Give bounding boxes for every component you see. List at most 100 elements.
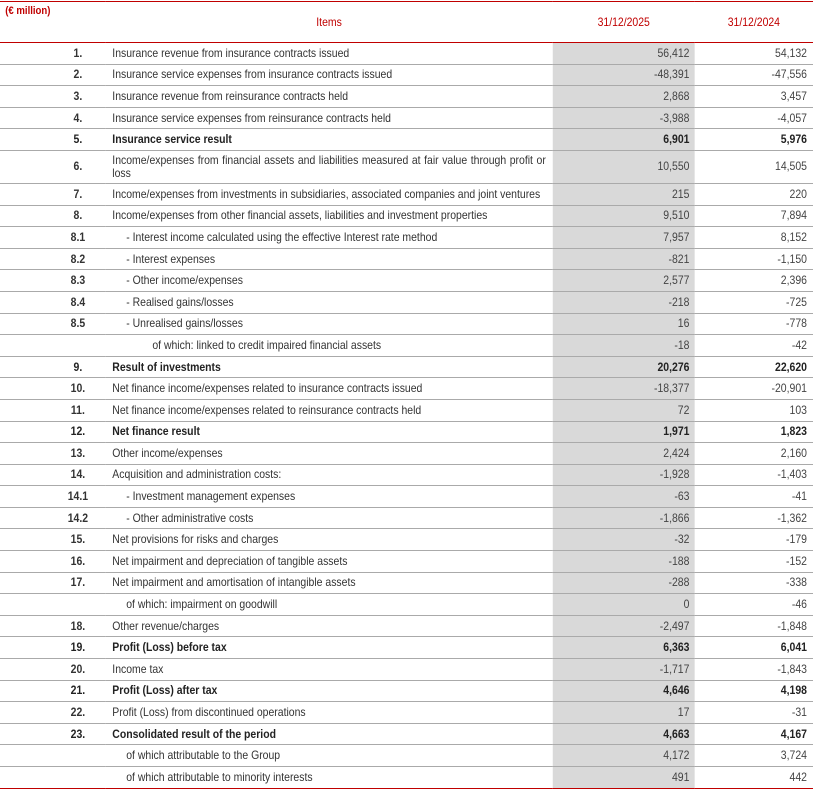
row-number: 20.	[70, 661, 86, 676]
row-number: 17.	[70, 575, 86, 590]
value-2025: -1,928	[552, 464, 695, 486]
value-2025: 0	[552, 593, 695, 616]
value-2024: -1,843	[777, 661, 807, 676]
table-row: 14.1 - Investment management expenses -63 -…	[0, 485, 813, 508]
table-row: of which attributable to minority intere…	[0, 766, 813, 789]
value-2025: 72	[552, 399, 695, 421]
row-number: 9.	[73, 359, 83, 374]
header-2024: 31/12/2024	[727, 15, 780, 29]
row-item: of which attributable to the Group	[126, 748, 281, 763]
table-row: 23. Consolidated result of the period 4,66…	[0, 723, 813, 745]
table-row: 21. Profit (Loss) after tax 4,646 4,198	[0, 680, 813, 702]
row-item: - Interest income calculated using the e…	[126, 229, 438, 244]
row-item: - Other administrative costs	[126, 510, 254, 525]
row-item: - Realised gains/losses	[126, 294, 234, 309]
row-item: of which: impairment on goodwill	[126, 597, 278, 612]
table-row: 1. Insurance revenue from insurance contr…	[0, 42, 813, 65]
table-row: 8.3 - Other income/expenses 2,577 2,396	[0, 269, 813, 292]
value-2024: -47,556	[771, 67, 807, 82]
row-number: 22.	[70, 705, 86, 720]
row-number: 2.	[73, 67, 83, 82]
row-item: Insurance revenue from insurance contrac…	[112, 45, 350, 60]
value-2024: 3,724	[780, 748, 807, 763]
row-number: 14.1	[67, 489, 89, 504]
value-2024: -42	[791, 337, 807, 352]
row-number: 4.	[73, 110, 83, 125]
table-row: 14.2 - Other administrative costs -1,866 -1…	[0, 507, 813, 529]
row-item: of which: linked to credit impaired fina…	[152, 337, 382, 352]
value-2025: 6,363	[552, 636, 695, 659]
table-row: 8.5 - Unrealised gains/losses 16 -778	[0, 313, 813, 335]
row-item: Net impairment and depreciation of tangi…	[112, 553, 348, 568]
value-2025: 7,957	[552, 226, 695, 249]
value-2024: -152	[786, 553, 807, 568]
value-2025: -63	[552, 485, 695, 508]
row-number: 16.	[70, 553, 86, 568]
value-2024: 103	[789, 402, 807, 417]
row-number: 8.5	[70, 316, 86, 331]
value-2024: -41	[791, 489, 807, 504]
value-2025: 491	[552, 766, 695, 789]
table-row: 12. Net finance result 1,971 1,823	[0, 421, 813, 443]
value-2025: -18	[552, 334, 695, 357]
table-row: 8.4 - Realised gains/losses -218 -725	[0, 291, 813, 314]
row-item: - Interest expenses	[126, 251, 216, 266]
table-row: 5. Insurance service result 6,901 5,976	[0, 128, 813, 151]
row-number: 23.	[70, 726, 86, 741]
table-row: 18. Other revenue/charges -2,497 -1,848	[0, 615, 813, 637]
value-2025: 20,276	[552, 356, 695, 378]
row-item: Insurance service expenses from reinsura…	[112, 110, 391, 125]
value-2024: -338	[786, 575, 807, 590]
row-number: 21.	[70, 683, 86, 698]
value-2024: 220	[789, 186, 807, 201]
table-row: 14. Acquisition and administration costs:…	[0, 464, 813, 486]
row-item: Other income/expenses	[112, 445, 223, 460]
table-row: 8. Income/expenses from other financial a…	[0, 205, 813, 227]
table-row: 19. Profit (Loss) before tax 6,363 6,041	[0, 636, 813, 659]
value-2024: -46	[791, 597, 807, 612]
value-2025: -218	[552, 291, 695, 314]
table-row: 15. Net provisions for risks and charges -…	[0, 528, 813, 551]
row-number: 5.	[73, 132, 83, 147]
table-row: 8.2 - Interest expenses -821 -1,150	[0, 248, 813, 270]
value-2024: -4,057	[777, 110, 807, 125]
value-2024: 2,160	[780, 445, 807, 460]
row-item: Income tax	[112, 661, 164, 676]
value-2024: 7,894	[780, 208, 807, 223]
row-number	[0, 335, 105, 357]
value-2024: -1,848	[777, 618, 807, 633]
table-row: 7. Income/expenses from investments in su…	[0, 183, 813, 206]
row-item: - Other income/expenses	[126, 273, 243, 288]
value-2025: 1,971	[552, 421, 695, 443]
value-2024: 54,132	[775, 45, 807, 60]
row-number: 14.2	[67, 510, 89, 525]
value-2025: -3,988	[552, 107, 695, 129]
value-2024: 3,457	[780, 88, 807, 103]
row-number: 8.	[73, 208, 83, 223]
table-row: 22. Profit (Loss) from discontinued opera…	[0, 701, 813, 724]
value-2025: 9,510	[552, 205, 695, 227]
value-2025: -18,377	[552, 377, 695, 400]
row-number: 12.	[70, 424, 86, 439]
value-2024: -778	[786, 316, 807, 331]
table-row: 13. Other income/expenses 2,424 2,160	[0, 442, 813, 465]
row-number: 8.2	[70, 251, 86, 266]
row-item: Profit (Loss) from discontinued operatio…	[112, 705, 306, 720]
row-item: Net impairment and amortisation of intan…	[112, 575, 356, 590]
value-2025: 2,424	[552, 442, 695, 465]
table-row: 4. Insurance service expenses from reinsu…	[0, 107, 813, 129]
value-2024: -179	[786, 532, 807, 547]
value-2024: -1,403	[777, 467, 807, 482]
row-number: 3.	[73, 88, 83, 103]
row-number: 15.	[70, 532, 86, 547]
table-row: 3. Insurance revenue from reinsurance con…	[0, 85, 813, 108]
table-row: 11. Net finance income/expenses related t…	[0, 399, 813, 421]
value-2024: 4,167	[780, 726, 807, 741]
value-2024: 5,976	[780, 132, 807, 147]
row-number: 1.	[73, 45, 83, 60]
row-number	[0, 767, 105, 789]
value-2025: -48,391	[552, 64, 695, 86]
value-2024: 2,396	[780, 273, 807, 288]
